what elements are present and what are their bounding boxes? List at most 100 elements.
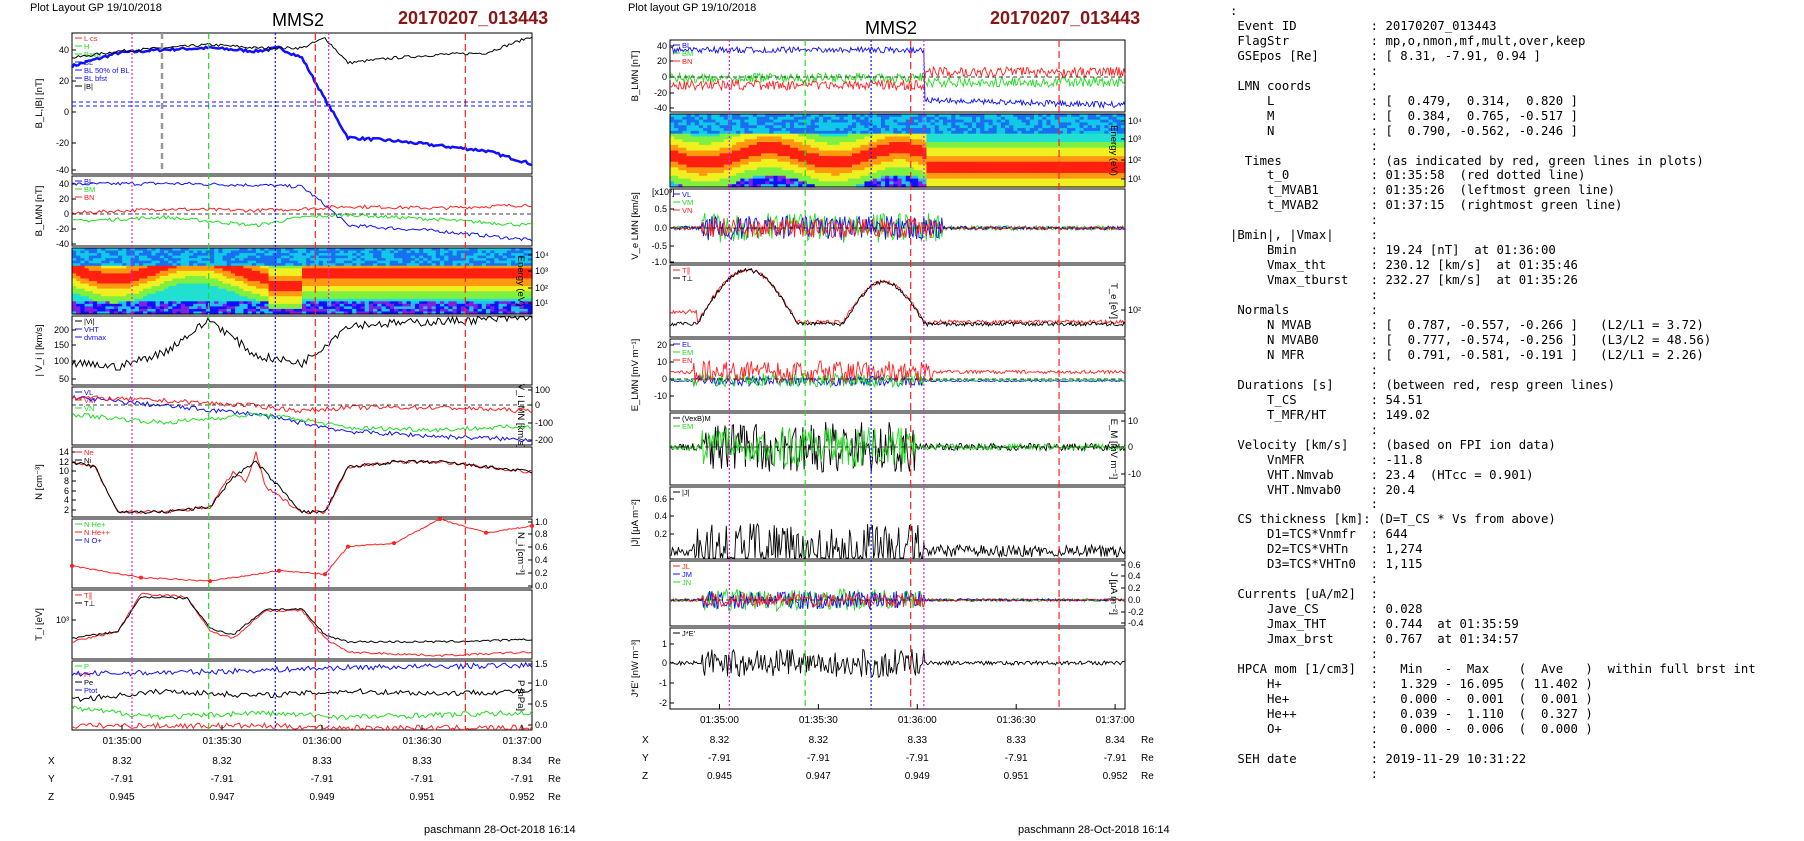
y-tick-label: 40 bbox=[657, 41, 667, 51]
heatmap-cell bbox=[281, 248, 286, 252]
heatmap-cell bbox=[251, 288, 257, 292]
heatmap-cell bbox=[293, 273, 299, 277]
heatmap-cell bbox=[377, 258, 383, 262]
heatmap-cell bbox=[827, 153, 832, 157]
heatmap-cell bbox=[723, 144, 729, 149]
heatmap-cell bbox=[327, 298, 332, 302]
heatmap-cell bbox=[909, 144, 915, 149]
heatmap-cell bbox=[444, 248, 449, 252]
heatmap-cell bbox=[306, 286, 311, 290]
heatmap-cell bbox=[810, 153, 816, 157]
heatmap-cell bbox=[934, 158, 940, 163]
heatmap-cell bbox=[419, 308, 424, 313]
heatmap-cell bbox=[897, 172, 903, 177]
heatmap-cell bbox=[373, 286, 378, 290]
heatmap-cell bbox=[302, 273, 307, 277]
heatmap-cell bbox=[670, 142, 675, 146]
legend-entry: P bbox=[84, 662, 89, 671]
heatmap-cell bbox=[852, 178, 857, 182]
heatmap-cell bbox=[785, 136, 791, 140]
heatmap-cell bbox=[143, 270, 148, 274]
heatmap-cell bbox=[448, 291, 454, 295]
heatmap-cell bbox=[694, 164, 700, 168]
heatmap-cell bbox=[806, 128, 812, 132]
heatmap-cell bbox=[377, 298, 383, 302]
heatmap-cell bbox=[394, 273, 399, 277]
heatmap-cell bbox=[322, 286, 328, 290]
heatmap-cell bbox=[494, 291, 500, 295]
heatmap-cell bbox=[289, 303, 295, 307]
heatmap-cell bbox=[494, 273, 500, 277]
heatmap-cell bbox=[147, 293, 153, 297]
heatmap-cell bbox=[147, 265, 153, 269]
heatmap-cell bbox=[864, 144, 870, 149]
heatmap-cell bbox=[247, 258, 253, 262]
heatmap-cell bbox=[856, 167, 861, 171]
heatmap-cell bbox=[810, 122, 816, 126]
heatmap-cell bbox=[385, 311, 391, 315]
heatmap-cell bbox=[122, 265, 127, 269]
heatmap-cell bbox=[226, 296, 232, 300]
heatmap-cell bbox=[394, 286, 399, 290]
heatmap-cell bbox=[502, 248, 508, 252]
heatmap-cell bbox=[164, 265, 169, 269]
heatmap-cell bbox=[314, 250, 320, 254]
heatmap-cell bbox=[744, 130, 750, 135]
heatmap-cell bbox=[930, 119, 936, 124]
heatmap-cell bbox=[756, 172, 762, 177]
heatmap-cell bbox=[926, 114, 932, 118]
heatmap-cell bbox=[410, 250, 416, 254]
heatmap-cell bbox=[164, 250, 169, 254]
heatmap-cell bbox=[151, 288, 157, 292]
heatmap-cell bbox=[727, 161, 733, 166]
heatmap-cell bbox=[761, 114, 766, 118]
heatmap-cell bbox=[777, 122, 783, 126]
heatmap-cell bbox=[105, 301, 111, 305]
heatmap-cell bbox=[327, 250, 332, 254]
heatmap-cell bbox=[389, 258, 395, 262]
heatmap-cell bbox=[814, 158, 820, 163]
heatmap-cell bbox=[798, 142, 803, 146]
heatmap-cell bbox=[431, 275, 437, 280]
heatmap-cell bbox=[122, 296, 127, 300]
heatmap-cell bbox=[260, 270, 265, 274]
heatmap-cell bbox=[155, 301, 161, 305]
heatmap-cell bbox=[678, 164, 684, 168]
heatmap-cell bbox=[456, 291, 462, 295]
heatmap-cell bbox=[473, 253, 479, 257]
heatmap-cell bbox=[210, 253, 215, 257]
heatmap-cell bbox=[674, 136, 679, 140]
heatmap-cell bbox=[748, 130, 754, 135]
heatmap-cell bbox=[276, 293, 282, 297]
heatmap-cell bbox=[414, 288, 420, 292]
heatmap-cell bbox=[494, 253, 500, 257]
heatmap-cell bbox=[251, 250, 257, 254]
heatmap-cell bbox=[189, 298, 194, 302]
heatmap-cell bbox=[761, 153, 766, 157]
heatmap-cell bbox=[322, 270, 328, 274]
heatmap-cell bbox=[222, 255, 228, 259]
heatmap-cell bbox=[276, 248, 282, 252]
heatmap-cell bbox=[511, 308, 516, 313]
heatmap-cell bbox=[827, 158, 832, 163]
heatmap-cell bbox=[909, 128, 915, 132]
heatmap-cell bbox=[260, 296, 265, 300]
heatmap-cell bbox=[122, 311, 127, 315]
heatmap-cell bbox=[502, 278, 508, 282]
heatmap-cell bbox=[226, 255, 232, 259]
heatmap-cell bbox=[406, 258, 412, 262]
heatmap-cell bbox=[176, 293, 182, 297]
heatmap-cell bbox=[860, 133, 866, 138]
heatmap-cell bbox=[306, 311, 311, 315]
heatmap-cell bbox=[164, 298, 169, 302]
heatmap-cell bbox=[707, 122, 712, 126]
heatmap-cell bbox=[222, 270, 228, 274]
heatmap-cell bbox=[226, 258, 232, 262]
heatmap-cell bbox=[789, 130, 795, 135]
heatmap-cell bbox=[109, 298, 115, 302]
heatmap-cell bbox=[744, 170, 750, 174]
heatmap-cell bbox=[798, 178, 803, 182]
heatmap-cell bbox=[823, 130, 828, 135]
heatmap-cell bbox=[955, 114, 961, 118]
heatmap-cell bbox=[285, 250, 291, 254]
